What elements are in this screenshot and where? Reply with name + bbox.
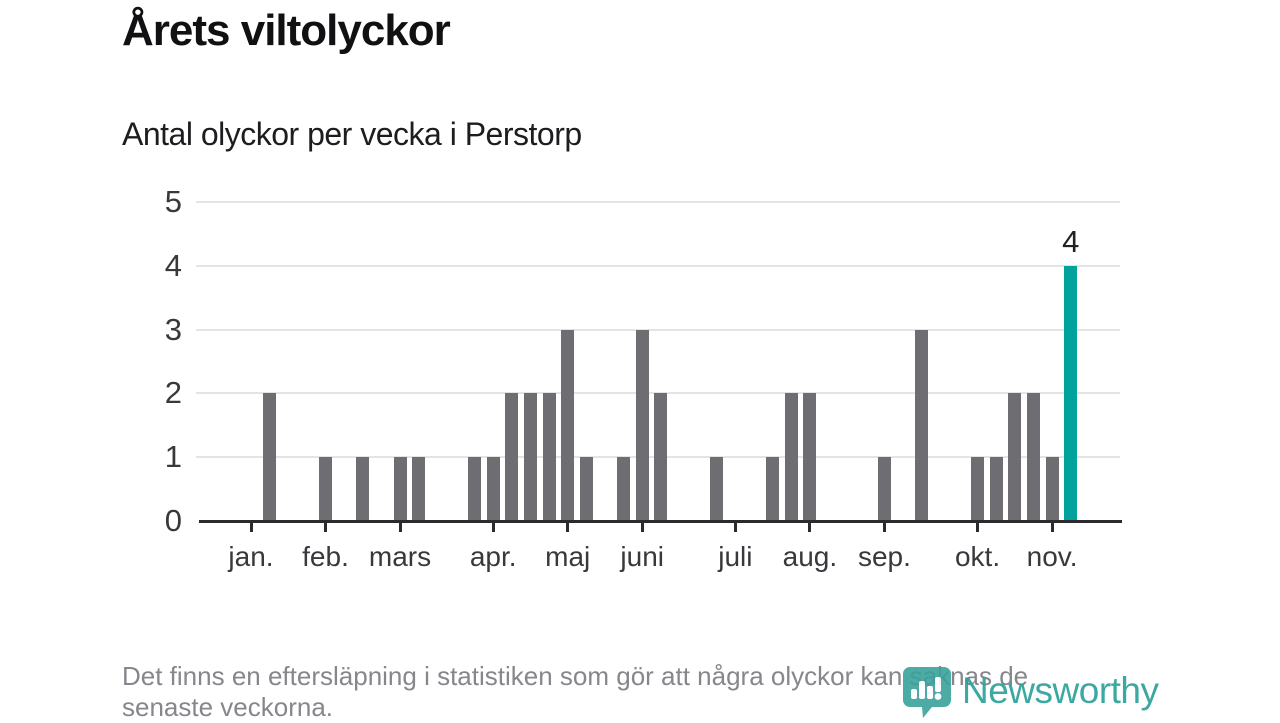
bar-week [971,457,985,521]
bar-week [542,393,556,521]
x-axis-tick [882,523,886,532]
bar-week [486,457,500,521]
x-axis-tick [324,523,328,532]
bar-week-highlighted [1064,265,1078,521]
bar-value-label: 4 [1062,223,1080,259]
bar-week [877,457,891,521]
newsworthy-pin-icon [903,667,951,718]
x-axis-label-mars: mars [368,541,432,572]
x-axis-line [199,520,1122,523]
x-axis-tick [976,523,980,532]
x-axis-tick [808,523,812,532]
bar-week [654,393,668,521]
bar-week [561,329,575,521]
bar-week [1045,457,1059,521]
chart-subtitle: Antal olyckor per vecka i Perstorp [122,116,582,152]
x-axis-tick [566,523,570,532]
bar-week [393,457,407,521]
page-title: Årets viltolyckor [122,6,451,55]
x-axis-label-sep: sep. [857,541,911,572]
bar-week [263,393,277,521]
x-axis-tick [1050,523,1054,532]
bar-week [784,393,798,521]
x-axis-tick [249,523,253,532]
bar-week [617,457,631,521]
y-axis-label-3: 3 [164,311,182,347]
bar-week [803,393,817,521]
gridline-4 [196,264,1120,267]
x-axis-tick [491,523,495,532]
bar-week [505,393,519,521]
footnote-line-1: Det finns en eftersläpning i statistiken… [122,661,1029,691]
bar-week [579,457,593,521]
bar-week [356,457,370,521]
bar-week [710,457,724,521]
x-axis-label-nov: nov. [1026,541,1078,572]
x-axis-label-maj: maj [545,541,591,572]
newsworthy-logo: Newsworthy [900,664,1159,718]
x-axis-tick [398,523,402,532]
bar-week [989,457,1003,521]
x-axis-label-okt: okt. [954,541,1001,572]
footnote-line-2: senaste veckorna. [122,692,334,722]
footnote: Det finns en eftersläpning i statistiken… [122,661,1162,723]
bar-week [635,329,649,521]
bar-week [523,393,537,521]
gridline-3 [196,328,1120,331]
bar-week [915,329,929,521]
bar-week [766,457,780,521]
y-axis-label-5: 5 [164,184,182,219]
x-axis-label-aug: aug. [782,541,838,572]
y-axis-label-2: 2 [164,375,182,411]
x-axis-label-jan: jan. [228,541,274,572]
y-axis-label-4: 4 [164,247,182,283]
bar-week [1008,393,1022,521]
bar-week [468,457,482,521]
bar-week [1026,393,1040,521]
x-axis-label-feb: feb. [302,541,349,572]
x-axis-tick [640,523,644,532]
gridline-5 [196,201,1120,203]
y-axis-label-1: 1 [164,439,182,475]
newsworthy-wordmark: Newsworthy [962,670,1159,711]
bar-week [412,457,426,521]
x-axis-tick [733,523,737,532]
x-axis-label-juli: juli [718,541,753,572]
x-axis-label-juni: juni [620,541,665,572]
y-axis-label-0: 0 [164,503,182,538]
bar-week [319,457,333,521]
x-axis-label-apr: apr. [469,541,517,572]
